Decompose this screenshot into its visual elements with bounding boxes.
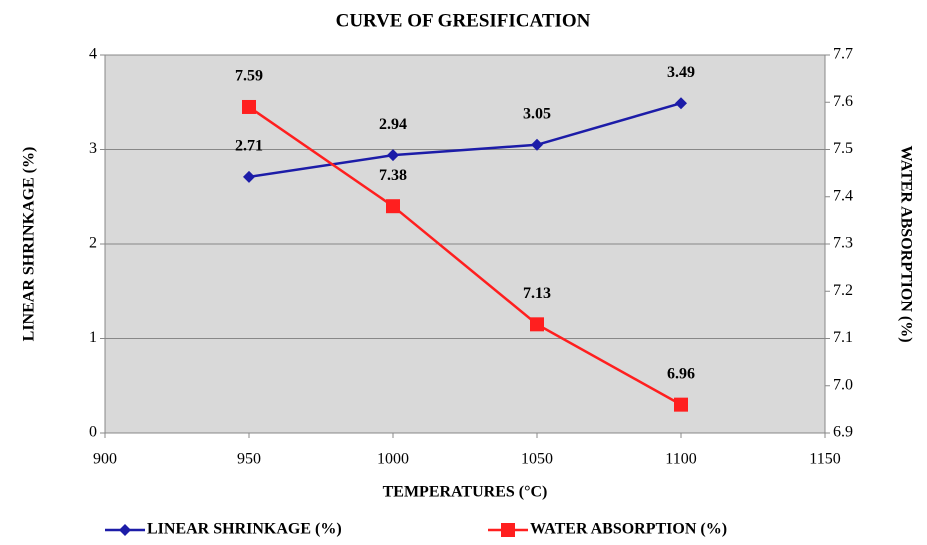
x-axis-title: TEMPERATURES (°C): [383, 484, 548, 501]
y2-tick-label: 7.4: [833, 187, 853, 204]
data-point: [386, 199, 400, 214]
x-tick-label: 900: [93, 451, 117, 468]
y-axis-title: LINEAR SHRINKAGE (%): [21, 147, 38, 342]
y2-tick-label: 7.5: [833, 140, 853, 157]
data-label: 7.59: [235, 68, 263, 85]
data-point: [531, 138, 543, 151]
data-label: 3.05: [523, 105, 551, 122]
series-line: [248, 101, 682, 179]
y2-tick-label: 7.1: [833, 329, 853, 346]
y2-tick-label: 7.3: [833, 235, 853, 252]
data-label: 3.49: [667, 64, 695, 81]
series-line: [248, 105, 682, 406]
data-point: [675, 97, 687, 110]
y2-tick-label: 7.7: [833, 46, 853, 63]
chart-title: CURVE OF GRESIFICATION: [336, 10, 591, 31]
x-tick-label: 1100: [665, 451, 696, 468]
data-point: [530, 317, 544, 332]
x-tick-label: 1150: [809, 451, 840, 468]
x-tick-label: 1050: [521, 451, 553, 468]
data-label: 2.71: [235, 138, 263, 155]
y-tick-label: 4: [89, 46, 97, 63]
data-label: 6.96: [667, 365, 695, 382]
data-label: 7.38: [379, 167, 407, 184]
legend-marker: [119, 524, 131, 536]
data-point: [674, 397, 688, 412]
x-tick-label: 1000: [377, 451, 409, 468]
legend-marker: [501, 523, 515, 537]
data-point: [387, 149, 399, 162]
data-label: 7.13: [523, 285, 551, 302]
data-point: [242, 99, 256, 114]
y-tick-label: 1: [89, 329, 97, 346]
legend-label: LINEAR SHRINKAGE (%): [147, 521, 342, 538]
y2-tick-label: 7.0: [833, 376, 853, 393]
y-tick-label: 2: [89, 235, 97, 252]
data-label: 2.94: [379, 116, 407, 133]
x-tick-label: 950: [237, 451, 261, 468]
y2-axis-title: WATER ABSORPTION (%): [897, 145, 914, 342]
y-tick-label: 3: [89, 140, 97, 157]
y2-tick-label: 6.9: [833, 424, 853, 441]
legend-label: WATER ABSORPTION (%): [530, 521, 727, 538]
y-tick-label: 0: [89, 424, 97, 441]
data-point: [243, 170, 255, 183]
y2-tick-label: 7.6: [833, 93, 853, 110]
y2-tick-label: 7.2: [833, 282, 853, 299]
